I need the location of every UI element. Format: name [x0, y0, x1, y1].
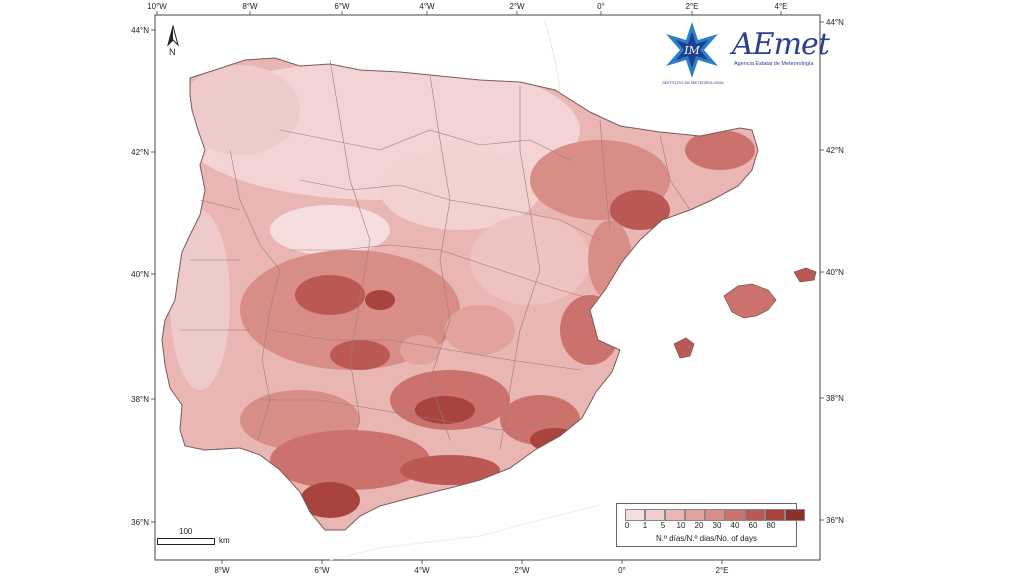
- aemet-logo: AEmet Agencia Estatal de Meteorología: [732, 27, 830, 67]
- france-coast: [544, 19, 561, 89]
- legend-title: N.º días/N.º dias/No. of days: [656, 534, 757, 543]
- legend-value: 40: [730, 521, 740, 530]
- menorca: [793, 267, 817, 283]
- lat-left-label: 38°N: [131, 395, 149, 404]
- legend-swatch: [645, 509, 665, 521]
- lat-left-label: 36°N: [131, 518, 149, 527]
- lon-top-label: 8°W: [242, 2, 258, 11]
- scale-value: 100: [179, 527, 193, 536]
- legend-swatch: [745, 509, 765, 521]
- im-logo: IM: [662, 20, 722, 90]
- legend-value: 0: [624, 521, 630, 530]
- legend-swatch: [725, 509, 745, 521]
- lon-top-label: 0°: [597, 2, 605, 11]
- lon-bottom-label: 2°E: [716, 566, 729, 575]
- legend-value: 5: [660, 521, 666, 530]
- lat-right-label: 38°N: [826, 394, 844, 403]
- lon-bottom-label: 8°W: [214, 566, 230, 575]
- lon-top-label: 6°W: [334, 2, 350, 11]
- north-letter: N: [169, 47, 176, 57]
- im-logo-caption: INSTITUTO DE METEOROLOGIA: [662, 80, 724, 85]
- legend-value: 30: [712, 521, 722, 530]
- legend-swatch: [765, 509, 785, 521]
- lon-top-label: 10°W: [147, 2, 167, 11]
- lon-top-label: 4°E: [775, 2, 788, 11]
- africa-coast: [329, 504, 601, 561]
- im-star-logo-icon: IM: [666, 22, 718, 78]
- mallorca: [723, 283, 777, 319]
- lat-right-label: 40°N: [826, 268, 844, 277]
- scale-unit: km: [219, 536, 230, 545]
- legend-value: 10: [676, 521, 686, 530]
- province-borders: [180, 59, 691, 481]
- aemet-logo-subtitle: Agencia Estatal de Meteorología: [734, 61, 814, 67]
- legend: 0 1 5 10 20 30 40 60 80 N.º días/N.º dia…: [616, 503, 805, 547]
- legend-labels: 0 1 5 10 20 30 40 60 80: [623, 521, 793, 531]
- lon-bottom-label: 4°W: [414, 566, 430, 575]
- legend-value: 60: [748, 521, 758, 530]
- lon-top-label: 2°W: [509, 2, 525, 11]
- lat-left-label: 42°N: [131, 148, 149, 157]
- lat-left-label: 40°N: [131, 270, 149, 279]
- lon-bottom-label: 6°W: [314, 566, 330, 575]
- legend-swatch: [665, 509, 685, 521]
- lon-bottom-label: 0°: [618, 566, 626, 575]
- lon-top-label: 4°W: [419, 2, 435, 11]
- legend-swatches: [625, 509, 805, 521]
- legend-swatch: [785, 509, 805, 521]
- svg-text:IM: IM: [683, 44, 700, 57]
- north-arrow-icon: [167, 24, 179, 47]
- aemet-logo-name: AEmet: [732, 27, 830, 62]
- lat-right-label: 36°N: [826, 516, 844, 525]
- lat-right-label: 42°N: [826, 146, 844, 155]
- graticule-ticks: [151, 11, 824, 564]
- legend-swatch: [625, 509, 645, 521]
- ibiza: [673, 337, 695, 359]
- north-arrow: N: [166, 24, 180, 59]
- lon-top-label: 2°E: [686, 2, 699, 11]
- legend-swatch: [705, 509, 725, 521]
- scale-bar-graphic: [157, 538, 215, 545]
- legend-swatch: [685, 509, 705, 521]
- lat-left-label: 44°N: [131, 26, 149, 35]
- lon-bottom-label: 2°W: [514, 566, 530, 575]
- legend-value: 1: [642, 521, 648, 530]
- lat-right-label: 44°N: [826, 18, 844, 27]
- legend-value: 20: [694, 521, 704, 530]
- legend-value: 80: [766, 521, 776, 530]
